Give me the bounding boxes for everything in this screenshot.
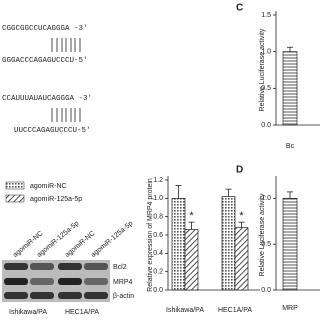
- y-axis-title: Relative expression of MRP4 protein: [147, 178, 154, 292]
- x-tick-label: Bc: [286, 143, 295, 150]
- y-tick-label: 0.5: [261, 85, 271, 92]
- y-tick-label: 0.4: [153, 250, 163, 257]
- panel-label: C: [236, 3, 243, 14]
- sequence: UUCCCAGAGUCCCU-5': [14, 127, 91, 135]
- group-label: HEC1A/PA: [65, 309, 99, 316]
- y-tick-label: 0.0: [153, 287, 163, 294]
- bar: [221, 196, 236, 291]
- bar: [234, 227, 249, 291]
- row-label: MRP4: [113, 279, 133, 286]
- bar: [282, 197, 298, 291]
- y-tick-label: 1.0: [261, 49, 271, 56]
- significance: *: [239, 210, 244, 222]
- y-tick-label: 0.0: [261, 122, 271, 129]
- y-axis-title: Relative Luciferase activity: [259, 193, 266, 276]
- bar: [184, 229, 199, 291]
- x-tick-label: HEC1A/PA: [218, 307, 252, 314]
- bar: [171, 197, 186, 291]
- sequence: CCAUUUAUAUCAGGGA -3': [2, 95, 92, 103]
- row-label: Bcl2: [113, 264, 127, 271]
- y-tick-label: 1.0: [153, 195, 163, 202]
- y-tick-label: 1.5: [261, 12, 271, 19]
- y-tick-label: 0.8: [153, 214, 163, 221]
- pairing-bars: [51, 38, 81, 122]
- legend-label: agomiR-125a-5p: [30, 196, 82, 203]
- y-tick-label: 0.2: [153, 269, 163, 276]
- lane-label: agomiR-125a-5p: [90, 220, 135, 259]
- panel-label: D: [236, 165, 243, 176]
- y-axis-title: Relative Luciferase activity: [259, 28, 266, 111]
- group-label: Ishikawa/PA: [9, 309, 47, 316]
- y-tick-label: 0.6: [153, 232, 163, 239]
- sequence: CGGCGGCCUCAGGGA -3': [2, 25, 88, 33]
- western-blot: [2, 260, 110, 302]
- x-tick-label: Ishikawa/PA: [166, 307, 204, 314]
- legend-swatch: [5, 181, 25, 190]
- y-tick-label: 0.5: [261, 241, 271, 248]
- row-label: β-actin: [113, 293, 134, 300]
- y-tick-label: 1.0: [261, 195, 271, 202]
- legend-label: agomiR-NC: [30, 183, 67, 190]
- y-tick-label: 0.0: [261, 287, 271, 294]
- y-tick-label: 1.2: [153, 177, 163, 184]
- sequence: GGGACCCAGAGUCCCU-5': [2, 57, 88, 65]
- significance: *: [189, 210, 194, 222]
- legend-swatch: [5, 194, 25, 203]
- bar: [282, 51, 298, 126]
- x-tick-label: MRP: [282, 305, 298, 312]
